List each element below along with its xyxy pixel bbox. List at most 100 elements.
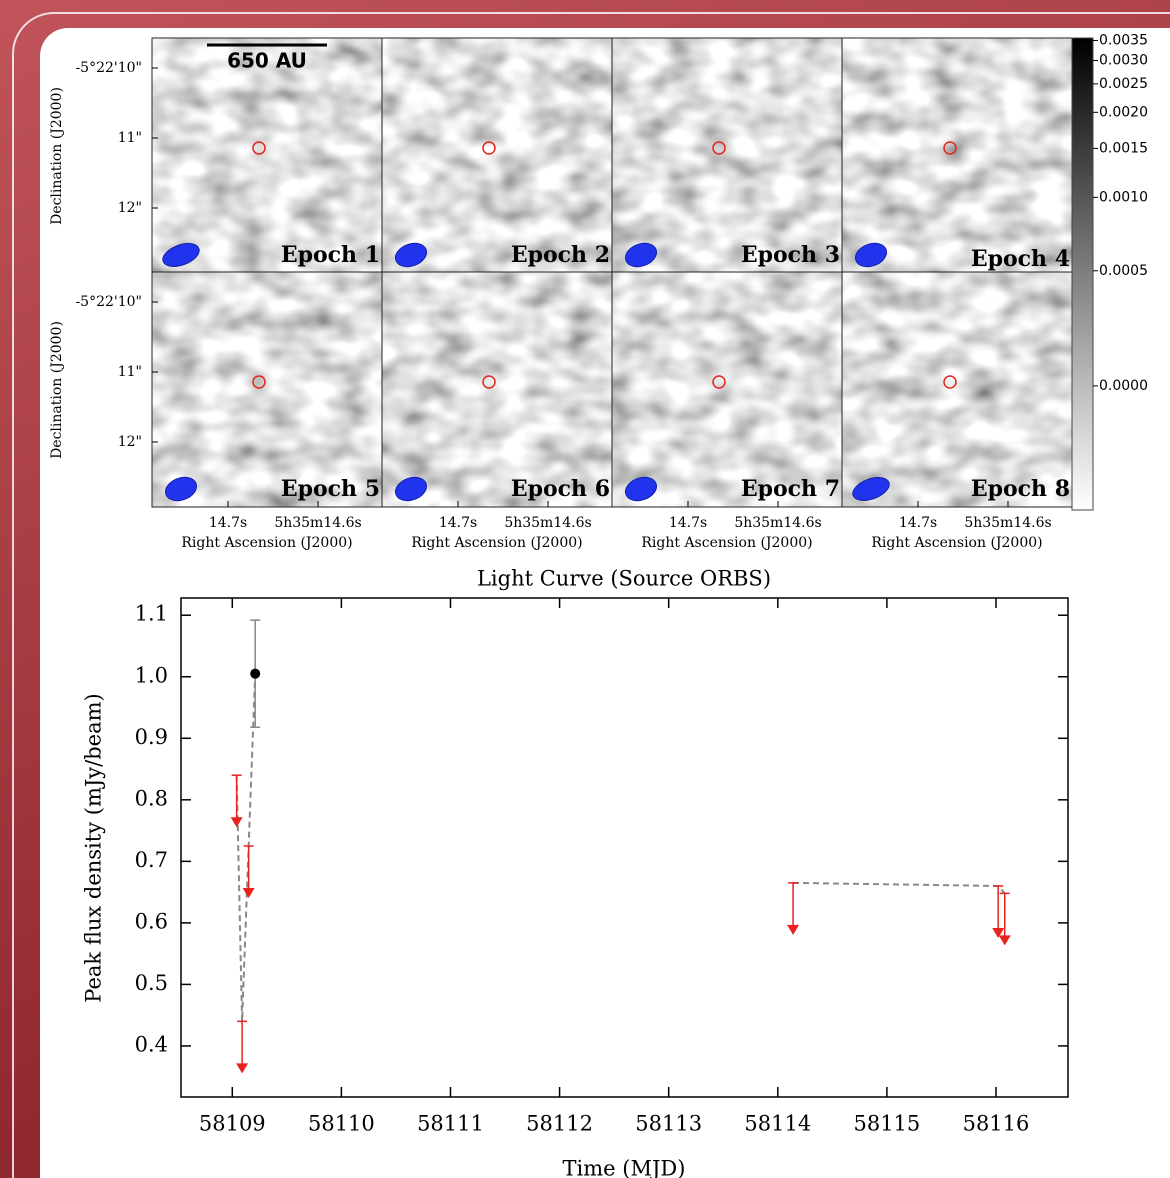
colorbar-tick-label: 0.0035 <box>1099 33 1148 49</box>
epoch-label: Epoch 5 <box>281 476 380 502</box>
y-tick-label: 0.9 <box>135 725 168 749</box>
x-tick-label: 58111 <box>417 1112 484 1136</box>
upper-limit <box>787 882 800 935</box>
y-tick-label: 0.7 <box>135 848 168 872</box>
limit-arrowhead <box>242 887 255 898</box>
beam <box>855 242 887 268</box>
ra-axis-label: Right Ascension (J2000) <box>181 535 352 551</box>
ra-tick-label: 14.7s <box>209 515 247 531</box>
dec-tick-label: -5°22'10" <box>75 60 142 76</box>
y-tick-label: 1.0 <box>135 663 168 687</box>
epoch-label: Epoch 7 <box>741 476 840 502</box>
y-tick-label: 0.8 <box>135 786 168 810</box>
limit-arrowhead <box>236 1063 249 1074</box>
colorbar-tick-label: 0.0030 <box>1099 52 1148 68</box>
ra-tick-label: 5h35m14.6s <box>964 515 1051 531</box>
source-marker <box>252 141 266 155</box>
x-tick-label: 58109 <box>199 1112 266 1136</box>
dec-tick-label: 12" <box>118 434 142 450</box>
epoch-label: Epoch 6 <box>511 476 610 502</box>
source-marker <box>712 141 726 155</box>
dec-tick-label: 12" <box>118 200 142 216</box>
ra-tick-label: 14.7s <box>669 515 707 531</box>
colorbar <box>1071 37 1094 511</box>
scale-bar-label: 650 AU <box>227 49 307 73</box>
y-tick-label: 0.6 <box>135 909 168 933</box>
x-tick-label: 58112 <box>526 1112 593 1136</box>
plot-frame <box>180 597 1069 1098</box>
epoch-label: Epoch 2 <box>511 242 610 268</box>
y-tick-label: 1.1 <box>135 602 168 626</box>
beam <box>165 476 197 502</box>
x-tick-label: 58115 <box>853 1112 920 1136</box>
noise-image <box>612 272 842 507</box>
upper-limit <box>236 1020 249 1074</box>
noise-image <box>382 38 612 273</box>
source-marker <box>482 141 496 155</box>
x-tick-label: 58116 <box>963 1112 1030 1136</box>
beam <box>852 477 890 501</box>
colorbar-tick-label: 0.0010 <box>1099 189 1148 205</box>
upper-limit <box>230 774 243 828</box>
dec-axis-label: Declination (J2000) <box>49 87 65 225</box>
limit-arrowhead <box>787 924 800 935</box>
epoch-label: Epoch 3 <box>741 242 840 268</box>
dec-axis-label: Declination (J2000) <box>49 321 65 459</box>
source-marker <box>252 375 266 389</box>
colorbar-tick-label: 0.0000 <box>1099 378 1148 394</box>
dec-tick-label: 11" <box>118 364 142 380</box>
upper-limit <box>998 892 1011 946</box>
noise-image <box>842 38 1072 273</box>
ra-axis-label: Right Ascension (J2000) <box>871 535 1042 551</box>
noise-image <box>842 272 1072 507</box>
y-axis-label: Peak flux density (mJy/beam) <box>82 693 106 1002</box>
epoch-label: Epoch 8 <box>971 476 1070 502</box>
y-tick-label: 0.5 <box>135 971 168 995</box>
beam <box>395 476 427 502</box>
source-marker <box>482 375 496 389</box>
epoch-label: Epoch 4 <box>971 246 1070 272</box>
source-marker <box>943 141 957 155</box>
ra-tick-label: 5h35m14.6s <box>504 515 591 531</box>
ra-tick-label: 14.7s <box>439 515 477 531</box>
limit-arrowhead <box>230 817 243 828</box>
x-tick-label: 58113 <box>635 1112 702 1136</box>
epoch-label: Epoch 1 <box>281 242 380 268</box>
y-tick-label: 0.4 <box>135 1032 168 1056</box>
limit-arrowhead <box>998 935 1011 946</box>
detection <box>250 668 261 679</box>
light-curve-line <box>793 881 1006 895</box>
dec-tick-label: 11" <box>118 130 142 146</box>
x-tick-label: 58114 <box>744 1112 811 1136</box>
upper-limit <box>242 845 255 898</box>
x-axis-label: Time (MJD) <box>563 1157 686 1178</box>
colorbar-tick-label: 0.0015 <box>1099 140 1148 156</box>
source-marker <box>712 375 726 389</box>
colorbar-tick-label: 0.0020 <box>1099 104 1148 120</box>
noise-image <box>152 38 382 273</box>
ra-tick-label: 5h35m14.6s <box>274 515 361 531</box>
source-marker <box>943 375 957 389</box>
noise-image <box>612 38 842 273</box>
beam <box>625 242 657 268</box>
beam <box>162 243 200 267</box>
slide-border <box>12 12 1170 1178</box>
ra-tick-label: 14.7s <box>899 515 937 531</box>
beam <box>395 242 427 268</box>
ra-axis-label: Right Ascension (J2000) <box>641 535 812 551</box>
noise-image <box>382 272 612 507</box>
chart-title: Light Curve (Source ORBS) <box>477 567 771 591</box>
ra-tick-label: 5h35m14.6s <box>734 515 821 531</box>
beam <box>625 476 657 502</box>
upper-limit <box>992 885 1005 938</box>
dec-tick-label: -5°22'10" <box>75 294 142 310</box>
light-curve-line <box>235 673 257 1022</box>
x-tick-label: 58110 <box>308 1112 375 1136</box>
colorbar-tick-label: 0.0005 <box>1099 263 1148 279</box>
colorbar-tick-label: 0.0025 <box>1099 76 1148 92</box>
ra-axis-label: Right Ascension (J2000) <box>411 535 582 551</box>
limit-arrowhead <box>992 927 1005 938</box>
noise-image <box>152 272 382 507</box>
